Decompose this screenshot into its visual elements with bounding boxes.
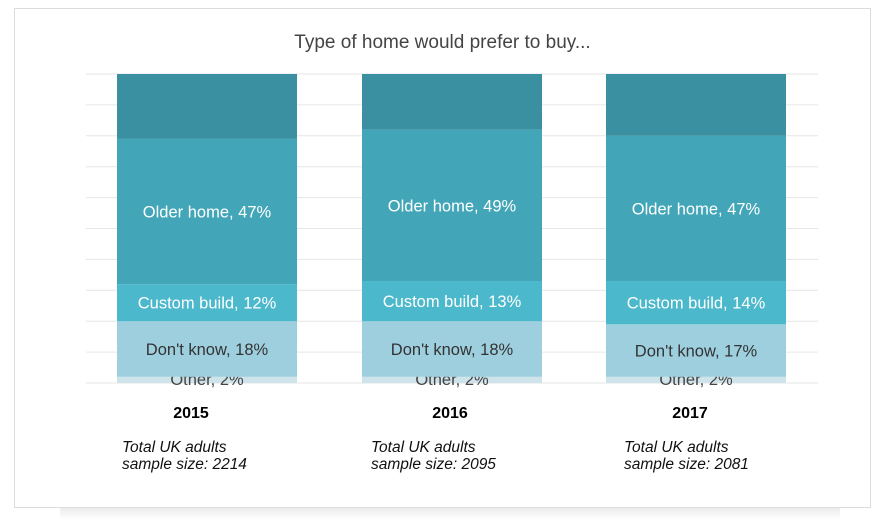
bar-segment-custom-build-2016 xyxy=(362,281,542,322)
data-label: Don't know, 18% xyxy=(391,341,514,359)
sample-size-note: Total UK adults sample size: 2214 xyxy=(122,439,247,473)
card-shadow xyxy=(60,508,840,520)
data-label: Custom build, 12% xyxy=(138,295,277,313)
x-tick-label: 2017 xyxy=(672,405,708,422)
data-label: Older home, 49% xyxy=(388,197,517,215)
data-label: Older home, 47% xyxy=(632,200,761,218)
x-tick-label: 2016 xyxy=(432,405,468,422)
note-line: sample size: 2095 xyxy=(371,456,496,473)
data-label: Custom build, 13% xyxy=(383,293,522,311)
note-line: Total UK adults xyxy=(122,439,227,456)
bar-segment-new-home-2015 xyxy=(117,74,297,139)
bar-segment-older-home-2017 xyxy=(606,135,786,282)
bar-segment-custom-build-2015 xyxy=(117,284,297,322)
bar-segment-don-t-know-2015 xyxy=(117,321,297,377)
sample-size-note: Total UK adults sample size: 2081 xyxy=(624,439,749,473)
bar-segment-don-t-know-2016 xyxy=(362,321,542,377)
data-label: Don't know, 17% xyxy=(635,343,758,361)
note-line: Total UK adults xyxy=(624,439,729,456)
bar-segment-custom-build-2017 xyxy=(606,281,786,325)
note-line: sample size: 2081 xyxy=(624,456,749,473)
chart-title: Type of home would prefer to buy... xyxy=(294,32,591,53)
note-line: Total UK adults xyxy=(371,439,476,456)
bar-segment-other-2016 xyxy=(362,376,542,383)
x-tick-label: 2015 xyxy=(173,405,209,422)
bar-segment-new-home-2016 xyxy=(362,74,542,130)
note-line: sample size: 2214 xyxy=(122,456,247,473)
data-label: Don't know, 18% xyxy=(146,341,269,359)
bar-segment-new-home-2017 xyxy=(606,74,786,136)
bar-segment-older-home-2016 xyxy=(362,129,542,282)
data-label: Custom build, 14% xyxy=(627,295,766,313)
bar-segment-older-home-2015 xyxy=(117,138,297,285)
bar-segment-other-2015 xyxy=(117,376,297,383)
bar-segment-other-2017 xyxy=(606,376,786,383)
bar-segment-don-t-know-2017 xyxy=(606,324,786,377)
sample-size-note: Total UK adults sample size: 2095 xyxy=(371,439,496,473)
data-label: Older home, 47% xyxy=(143,204,272,222)
